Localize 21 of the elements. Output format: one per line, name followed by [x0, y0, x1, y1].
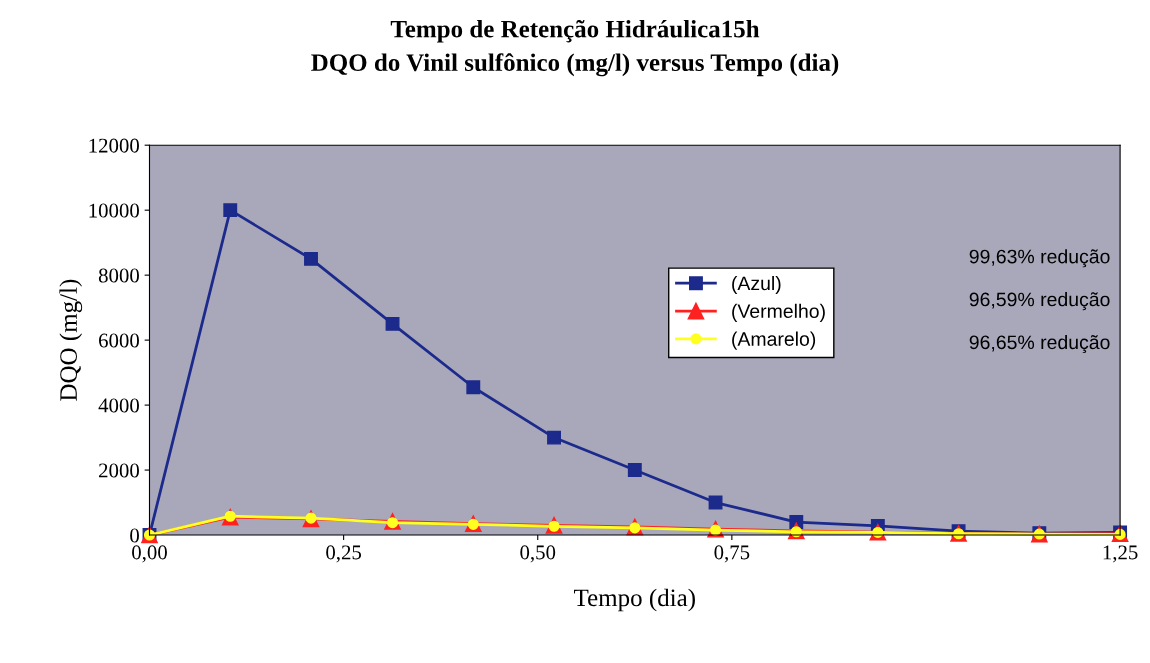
y-tick-label: 12000	[89, 138, 139, 153]
legend-label: (Azul)	[732, 275, 781, 295]
y-tick-label: 10000	[89, 203, 139, 218]
x-tick-label: 0,25	[326, 545, 362, 563]
y-tick-label: 0	[130, 528, 139, 543]
y-tick-label: 4000	[98, 398, 139, 413]
x-axis-title: Tempo (dia)	[574, 588, 695, 612]
legend-label: (Amarelo)	[732, 331, 816, 350]
chart-title: Tempo de Retenção Hidráulica15h DQO do Vinil sulfônico (mg/l) versus Tempo (dia)	[311, 19, 839, 77]
y-tick-label: 8000	[98, 268, 139, 283]
y-axis-title: DQO (mg/l)	[59, 279, 83, 401]
annotation: 96,59% redução	[969, 292, 1110, 311]
legend-label: (Vermelho)	[732, 303, 825, 322]
x-tick-label: 0,50	[520, 545, 556, 563]
x-tick-label: 0,00	[132, 545, 167, 563]
annotation: 99,63% redução	[969, 249, 1110, 268]
y-tick-label: 2000	[99, 463, 139, 478]
x-tick-label: 1,25	[1103, 545, 1138, 563]
y-tick-label: 6000	[99, 333, 139, 348]
x-tick-label: 0,75	[714, 545, 750, 563]
annotation: 96,65% redução	[969, 334, 1110, 354]
